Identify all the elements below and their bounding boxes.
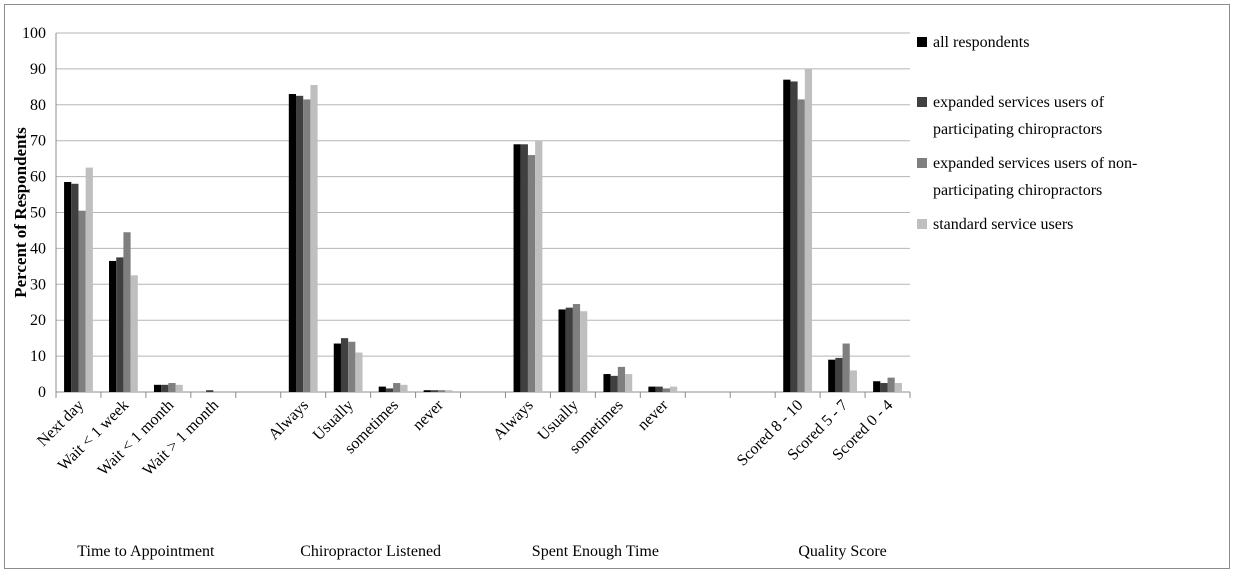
legend-swatch bbox=[917, 219, 927, 229]
y-tick-label: 80 bbox=[30, 97, 46, 114]
bar bbox=[790, 81, 798, 392]
x-category-label: Always bbox=[490, 397, 537, 444]
y-tick-label: 30 bbox=[30, 276, 46, 293]
bar bbox=[78, 210, 86, 392]
bar bbox=[161, 384, 169, 392]
chart-frame bbox=[4, 4, 1230, 569]
bar bbox=[783, 79, 791, 393]
y-tick-label: 40 bbox=[30, 240, 46, 257]
bar bbox=[378, 386, 386, 392]
y-tick-label: 90 bbox=[30, 61, 46, 78]
legend-swatch bbox=[917, 158, 927, 168]
bar bbox=[168, 383, 176, 392]
bar bbox=[603, 374, 611, 392]
x-group-label: Quality Score bbox=[798, 543, 886, 560]
bar bbox=[669, 386, 678, 392]
y-tick-label: 0 bbox=[38, 384, 46, 401]
bar bbox=[438, 390, 446, 392]
bar bbox=[175, 384, 183, 392]
bar bbox=[558, 309, 566, 392]
legend-swatch bbox=[917, 97, 927, 107]
bar bbox=[130, 275, 138, 392]
bar bbox=[617, 366, 626, 392]
bar bbox=[842, 343, 850, 392]
bar bbox=[580, 311, 588, 392]
bar bbox=[303, 99, 311, 392]
x-group-label: Chiropractor Listened bbox=[300, 543, 441, 560]
bar bbox=[296, 95, 304, 392]
bar bbox=[348, 341, 356, 392]
y-axis-label: Percent of Respondents bbox=[11, 127, 30, 298]
bar bbox=[123, 232, 131, 392]
legend-label: all respondents bbox=[933, 34, 1029, 51]
x-category-label: never bbox=[634, 396, 672, 434]
y-tick-label: 100 bbox=[22, 25, 46, 42]
bar bbox=[423, 390, 431, 392]
x-category-label: Always bbox=[265, 397, 312, 444]
bar bbox=[355, 352, 363, 392]
x-group-label: Spent Enough Time bbox=[532, 543, 659, 560]
x-category-label: never bbox=[410, 396, 448, 434]
y-tick-label: 20 bbox=[30, 312, 46, 329]
legend-swatch bbox=[917, 37, 927, 47]
bar bbox=[655, 386, 663, 392]
bar bbox=[85, 167, 93, 392]
legend-label: expanded services users of bbox=[933, 94, 1105, 111]
bar bbox=[572, 304, 581, 392]
bar bbox=[610, 375, 618, 392]
y-tick-label: 70 bbox=[30, 133, 46, 150]
bar bbox=[513, 144, 521, 392]
bar bbox=[109, 260, 117, 392]
legend-label: participating chiropractors bbox=[933, 182, 1102, 199]
bar bbox=[535, 140, 543, 392]
bar bbox=[527, 155, 536, 392]
legend-label: standard service users bbox=[933, 216, 1073, 233]
bar bbox=[64, 181, 72, 392]
bar bbox=[797, 99, 805, 392]
x-group-label: Time to Appointment bbox=[77, 543, 215, 560]
bar bbox=[894, 383, 902, 392]
bar bbox=[385, 388, 394, 392]
y-tick-label: 50 bbox=[30, 205, 46, 222]
y-tick-label: 10 bbox=[30, 348, 46, 365]
bar bbox=[625, 374, 633, 392]
bar bbox=[206, 390, 214, 392]
legend-label: participating chiropractors bbox=[933, 121, 1102, 138]
bar bbox=[333, 343, 341, 392]
bar bbox=[662, 388, 670, 392]
bar bbox=[828, 359, 836, 392]
bar bbox=[849, 370, 857, 392]
bar bbox=[648, 386, 656, 392]
bar bbox=[565, 307, 573, 392]
bar bbox=[116, 257, 124, 392]
bar bbox=[400, 384, 408, 392]
bar bbox=[430, 390, 439, 392]
bar bbox=[288, 94, 297, 392]
bar bbox=[71, 183, 79, 392]
bar bbox=[880, 383, 888, 392]
y-tick-label: 60 bbox=[30, 169, 46, 186]
legend-label: expanded services users of non- bbox=[933, 155, 1137, 172]
bar bbox=[445, 390, 453, 392]
bar bbox=[887, 377, 895, 392]
bar bbox=[873, 381, 881, 392]
bar bbox=[153, 384, 162, 392]
bar bbox=[835, 357, 843, 392]
bar bbox=[310, 85, 318, 393]
bar bbox=[804, 68, 813, 393]
bar bbox=[393, 383, 401, 392]
bar bbox=[340, 338, 349, 392]
bar bbox=[520, 144, 528, 392]
